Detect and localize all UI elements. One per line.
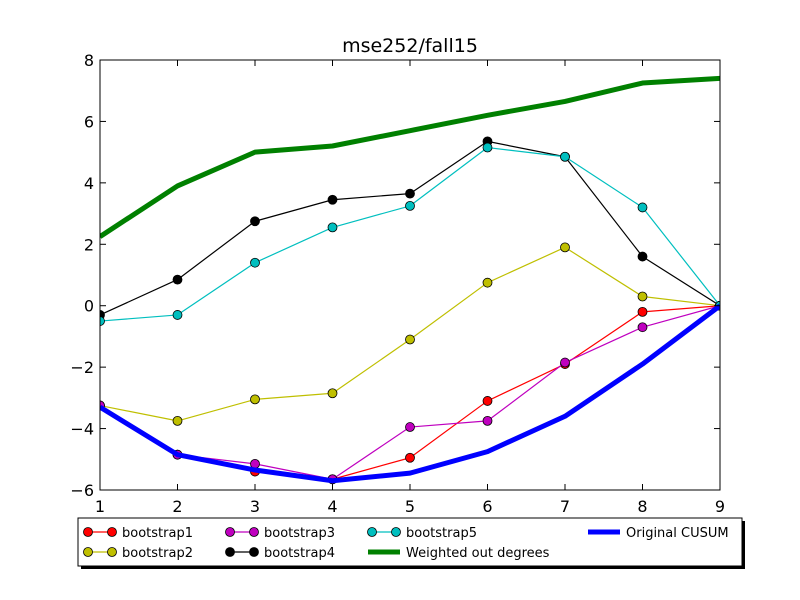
data-point — [482, 415, 493, 426]
data-point — [250, 216, 260, 227]
data-point — [405, 200, 415, 211]
data-point — [172, 274, 183, 285]
data-point — [482, 142, 493, 153]
y-tick-label: −4 — [70, 420, 94, 439]
data-point — [172, 415, 183, 426]
y-tick-label: −2 — [70, 358, 94, 377]
legend-marker — [225, 547, 235, 557]
y-tick-label: 2 — [84, 235, 94, 254]
data-point — [637, 202, 648, 213]
legend-box — [77, 517, 743, 567]
legend-marker — [391, 527, 401, 537]
data-point — [482, 277, 493, 288]
data-point — [560, 242, 570, 253]
legend: bootstrap1 bootstrap2 bootstrap3 bootstrap4… — [77, 517, 745, 569]
data-point — [637, 306, 648, 317]
data-point — [560, 357, 570, 368]
legend-label: bootstrap2 — [122, 546, 193, 561]
data-point — [250, 257, 260, 268]
x-tick-label: 6 — [482, 497, 492, 516]
data-point — [560, 151, 570, 162]
data-point — [327, 222, 338, 233]
legend-marker — [107, 547, 117, 557]
x-tick-label: 5 — [405, 497, 415, 516]
data-point — [637, 251, 648, 262]
legend-marker — [83, 527, 93, 537]
legend-marker — [249, 527, 259, 537]
legend-marker — [83, 547, 93, 557]
y-tick-label: 0 — [84, 297, 94, 316]
y-tick-label: −6 — [70, 481, 94, 500]
data-point — [405, 188, 415, 199]
x-tick-label: 9 — [715, 497, 725, 516]
legend-label: bootstrap1 — [122, 526, 193, 541]
series-line-weighted-out-degrees — [100, 75, 720, 239]
x-tick-label: 3 — [250, 497, 260, 516]
legend-marker — [249, 547, 259, 557]
x-tick-label: 1 — [95, 497, 105, 516]
data-point — [327, 388, 338, 399]
data-point — [637, 291, 648, 302]
data-point — [405, 452, 415, 463]
legend-marker — [225, 527, 235, 537]
legend-marker — [367, 527, 377, 537]
series-group — [100, 75, 720, 485]
legend-label: Original CUSUM — [626, 526, 729, 541]
legend-label: bootstrap4 — [264, 546, 335, 561]
data-point — [405, 334, 415, 345]
x-tick-label: 7 — [560, 497, 570, 516]
data-point — [327, 194, 338, 205]
x-tick-label: 2 — [172, 497, 182, 516]
data-point — [100, 316, 105, 326]
legend-marker — [107, 527, 117, 537]
data-point — [172, 310, 183, 320]
x-tick-label: 8 — [637, 497, 647, 516]
legend-label: Weighted out degrees — [406, 546, 550, 561]
y-tick-label: 4 — [84, 174, 94, 193]
data-point — [637, 322, 648, 333]
series-line-bootstrap4 — [100, 140, 720, 316]
legend-label: bootstrap3 — [264, 526, 335, 541]
legend-label: bootstrap5 — [406, 526, 477, 541]
y-tick-label: 8 — [84, 51, 94, 70]
chart-title: mse252/fall15 — [342, 35, 478, 57]
x-tick-label: 4 — [327, 497, 337, 516]
series-line-bootstrap5 — [100, 146, 720, 322]
series-line-original-cusum — [100, 303, 720, 484]
data-point — [482, 396, 493, 406]
y-tick-label: 6 — [84, 112, 94, 131]
data-point — [250, 394, 260, 405]
data-point — [405, 422, 415, 432]
plot-area: 1 2 3 4 5 6 7 8 9 −6 −4 −2 0 2 4 6 8 — [70, 51, 725, 516]
